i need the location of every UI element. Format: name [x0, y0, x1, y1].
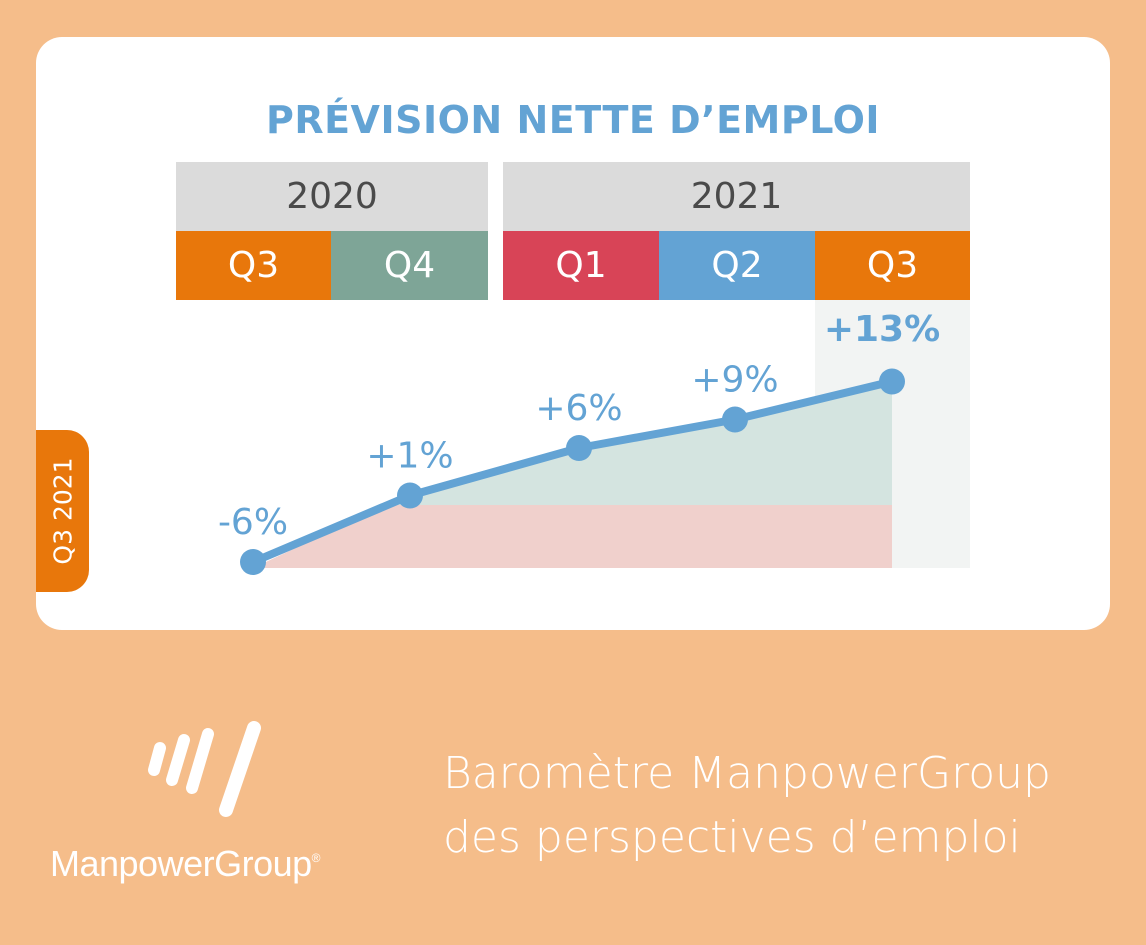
year-header-2021: 2021: [503, 162, 970, 231]
data-label-2: +1%: [366, 436, 453, 477]
data-point-5: [879, 368, 905, 395]
data-point-2: [397, 482, 423, 509]
data-label-3: +6%: [535, 388, 622, 429]
logo-name: ManpowerGroup: [50, 843, 312, 884]
footer-title: Baromètre ManpowerGroup des perspectives…: [443, 742, 1051, 870]
data-label-1: -6%: [218, 502, 288, 543]
data-label-4: +9%: [691, 360, 778, 401]
data-point-1: [240, 549, 266, 575]
chart-title: PRÉVISION NETTE D’EMPLOI: [265, 98, 881, 142]
year-header-2020: 2020: [176, 162, 488, 231]
registered-mark: ®: [311, 851, 321, 865]
quarter-cell-q3-2020: Q3: [176, 231, 331, 300]
negative-area: [253, 505, 892, 568]
quarter-cell-q2-2021: Q2: [659, 231, 815, 300]
quarter-cell-q3-2021: Q3: [815, 231, 970, 300]
data-point-3: [566, 435, 592, 461]
footer-line-1: Baromètre ManpowerGroup: [443, 748, 1051, 799]
data-label-5: +13%: [824, 309, 940, 350]
manpowergroup-logo-mark: [146, 718, 271, 822]
manpowergroup-logo-text: ManpowerGroup®: [50, 843, 321, 885]
footer-line-2: des perspectives d’emploi: [443, 812, 1021, 863]
data-point-4: [722, 406, 748, 433]
quarter-cell-q1-2021: Q1: [503, 231, 659, 300]
side-tab: Q3 2021: [36, 430, 89, 592]
quarter-cell-q4-2020: Q4: [331, 231, 488, 300]
